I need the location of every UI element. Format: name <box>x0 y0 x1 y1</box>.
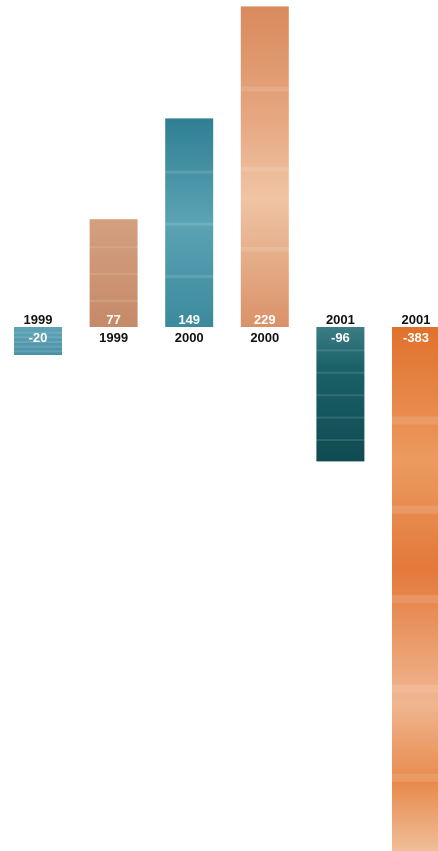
year-label: 2001 <box>402 312 431 327</box>
bar-value-label: 77 <box>106 312 120 327</box>
bar-texture <box>14 345 62 348</box>
year-label: 2000 <box>175 330 204 345</box>
bar-texture <box>89 300 138 303</box>
bar-texture <box>14 350 62 353</box>
bar-texture <box>240 246 289 252</box>
year-label: 1999 <box>99 330 128 345</box>
year-label: 1999 <box>24 312 53 327</box>
bar-3 <box>165 118 214 328</box>
bar-value-label: 149 <box>178 312 200 327</box>
bar-texture <box>14 341 62 343</box>
bar-texture <box>392 684 438 693</box>
bar-2 <box>89 219 138 327</box>
bar-texture <box>392 773 438 782</box>
bar-texture <box>240 166 289 172</box>
bar-texture <box>316 439 365 442</box>
bar-texture <box>240 86 289 92</box>
bar-texture <box>165 170 214 174</box>
bar-value-label: 229 <box>254 312 276 327</box>
bar-6 <box>392 327 438 851</box>
bar-texture <box>316 371 365 374</box>
bar-value-label: -383 <box>403 330 429 345</box>
bar-value-label: -96 <box>331 330 350 345</box>
bar-texture <box>392 505 438 514</box>
bar-texture <box>89 273 138 276</box>
bar-texture <box>316 349 365 352</box>
bar-texture <box>392 595 438 604</box>
year-label: 2001 <box>326 312 355 327</box>
bar-texture <box>165 222 214 226</box>
bar-texture <box>14 336 62 339</box>
bar-texture <box>392 416 438 425</box>
bar-texture <box>89 246 138 249</box>
bar-texture <box>165 274 214 278</box>
bar-4 <box>240 6 289 328</box>
bar-texture <box>316 394 365 397</box>
year-label: 2000 <box>250 330 279 345</box>
bar-texture <box>316 416 365 419</box>
bar-value-label: -20 <box>29 330 48 345</box>
bar-1 <box>14 327 62 355</box>
bar-texture <box>14 331 62 334</box>
bar-5 <box>316 327 365 462</box>
